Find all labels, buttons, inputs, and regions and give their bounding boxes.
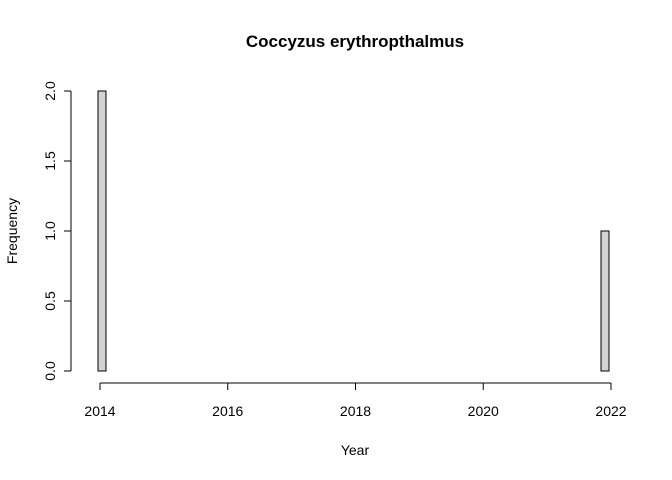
- x-tick-label-1: 2016: [212, 403, 243, 419]
- y-tick-label-4: 2.0: [42, 81, 58, 101]
- x-axis: 2014 2016 2018 2020 2022: [84, 382, 627, 419]
- x-tick-label-0: 2014: [84, 403, 115, 419]
- y-tick-label-0: 0.0: [42, 361, 58, 381]
- x-axis-label: Year: [341, 442, 370, 458]
- x-tick-label-2: 2018: [340, 403, 371, 419]
- x-tick-label-3: 2020: [468, 403, 499, 419]
- chart-title: Coccyzus erythropthalmus: [246, 32, 464, 51]
- histogram-bar-0: [97, 90, 107, 372]
- y-tick-label-2: 1.0: [42, 221, 58, 241]
- y-axis: 0.0 0.5 1.0 1.5 2.0: [42, 81, 72, 381]
- histogram-bar-63: [600, 230, 610, 372]
- x-tick-label-4: 2022: [595, 403, 626, 419]
- x-ticks: 2014 2016 2018 2020 2022: [84, 383, 627, 419]
- histogram-bars: [97, 90, 610, 372]
- y-ticks: 0.0 0.5 1.0 1.5 2.0: [42, 81, 71, 381]
- y-tick-label-3: 1.5: [42, 151, 58, 171]
- y-axis-label: Frequency: [4, 198, 20, 264]
- y-tick-label-1: 0.5: [42, 291, 58, 311]
